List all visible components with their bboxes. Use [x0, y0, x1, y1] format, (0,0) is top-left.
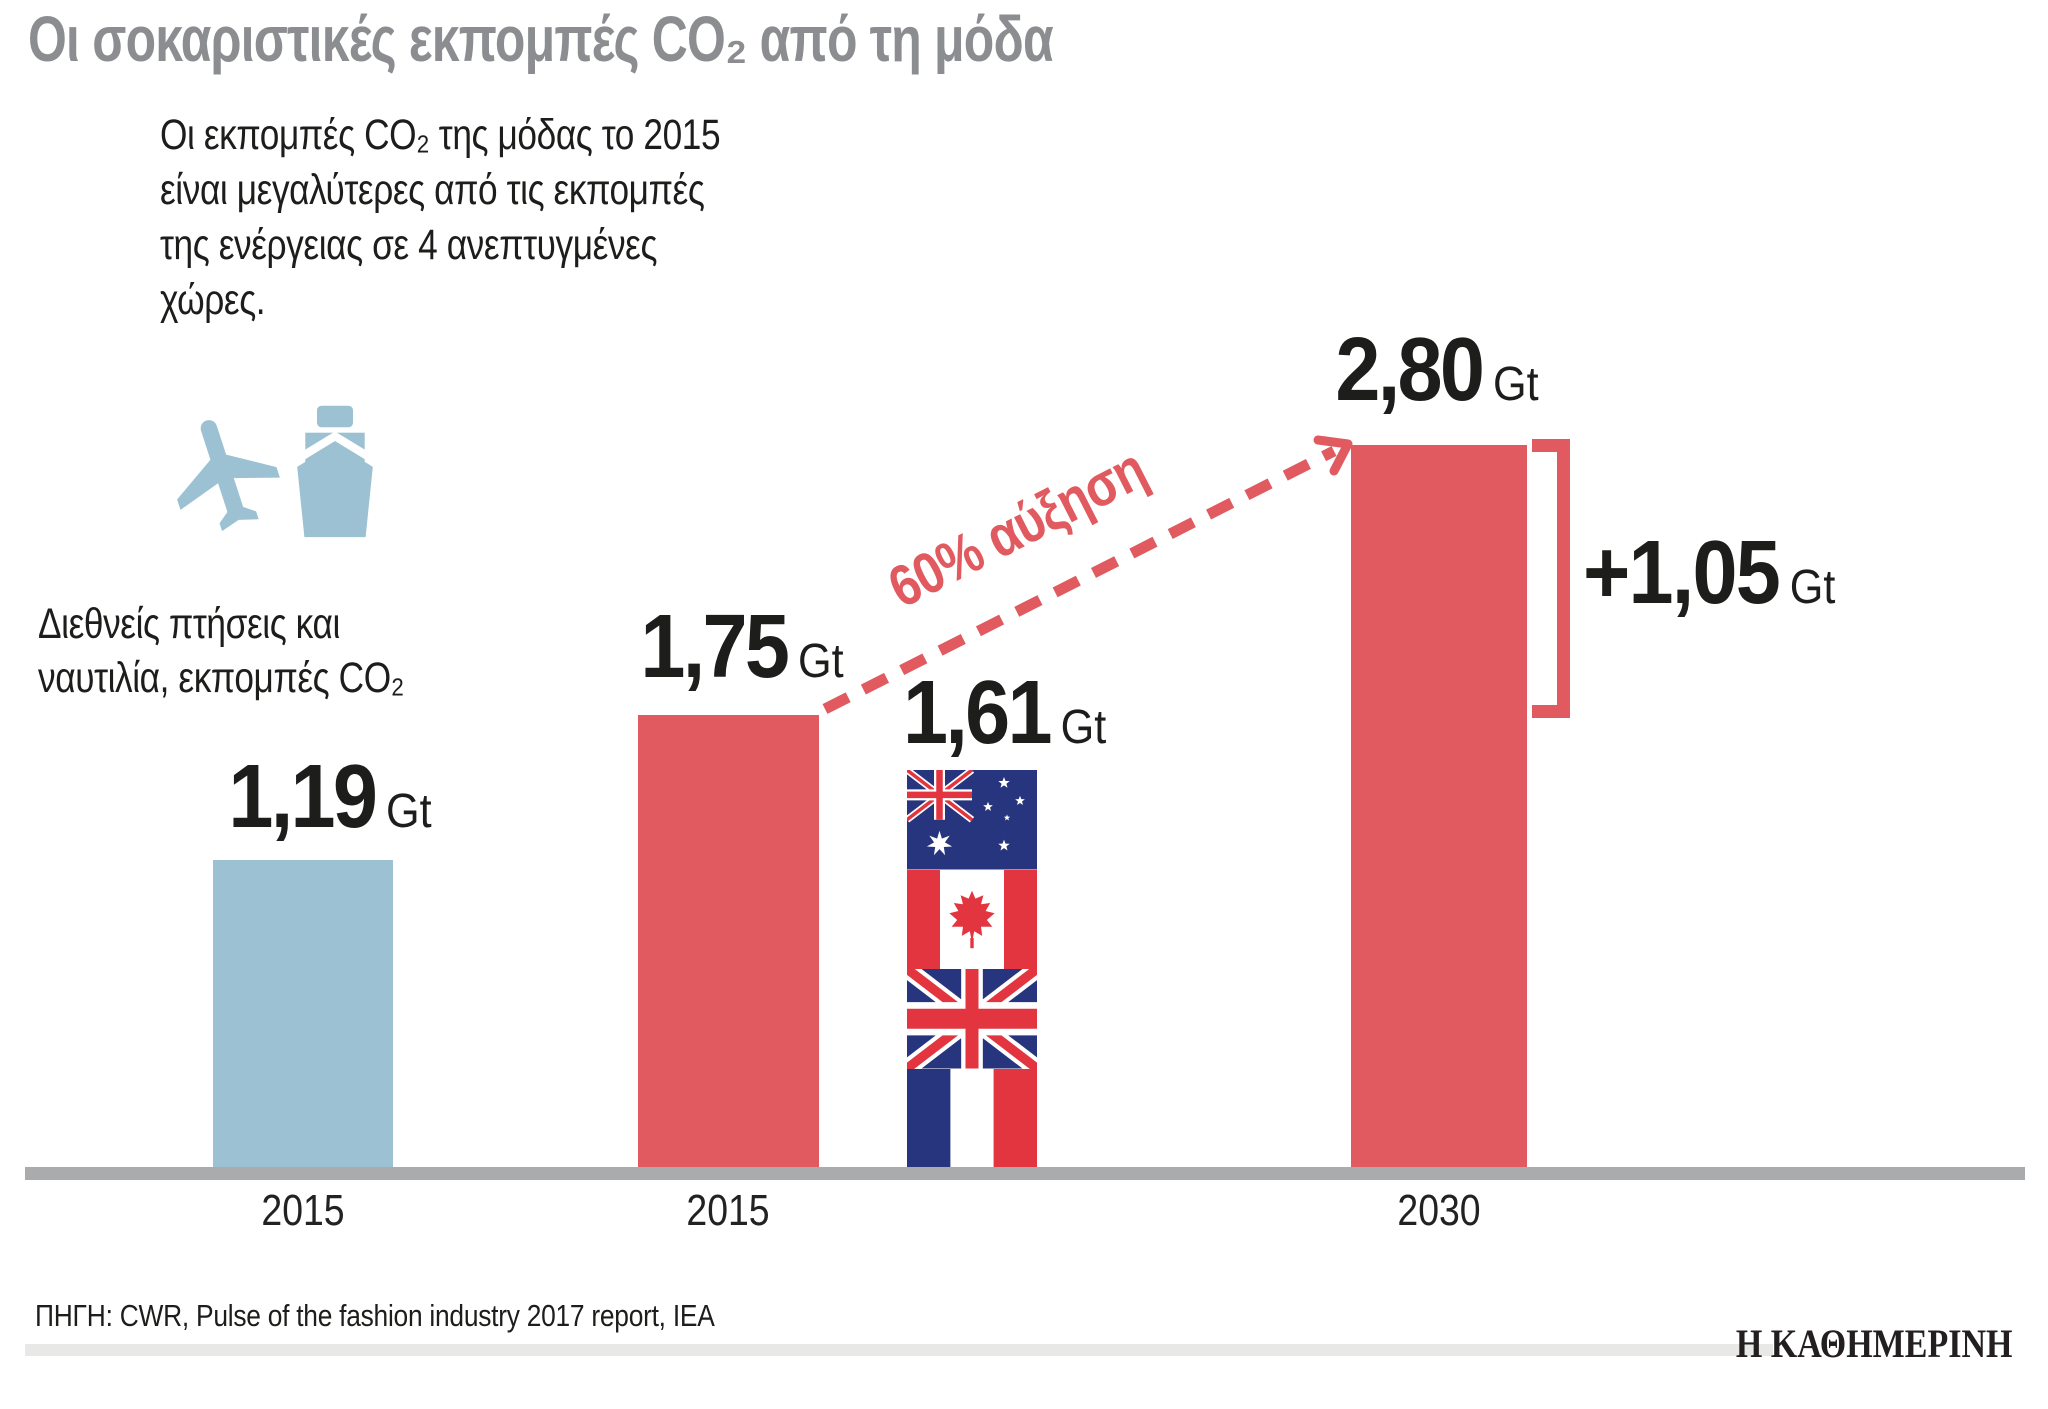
bar-fashion-2015 — [638, 715, 819, 1168]
legend-label: Διεθνείς πτήσεις και ναυτιλία, εκπομπές … — [38, 600, 405, 702]
page-title: Οι σοκαριστικές εκπομπές CO₂ από τη μόδα — [28, 3, 1054, 75]
value-number: 2,80 — [1335, 320, 1485, 420]
tick-2015-b: 2015 — [686, 1186, 770, 1235]
value-label-fashion-2030: 2,80 Gt — [1257, 325, 1617, 415]
bar-fashion-2030 — [1351, 445, 1527, 1168]
value-unit: Gt — [1493, 358, 1539, 411]
legend-icons — [160, 398, 400, 558]
value-label-energy-countries: 1,61 Gt — [903, 668, 1263, 758]
value-number: 1,19 — [228, 747, 378, 847]
value-number: 1,75 — [640, 597, 790, 697]
ship-icon — [291, 405, 379, 538]
kathimerini-logo: Η ΚΑΘΗΜΕΡΙΝΗ — [1735, 1321, 2012, 1366]
value-number: 1,61 — [903, 663, 1053, 763]
delta-unit: Gt — [1789, 561, 1836, 614]
intro-text: Οι εκπομπές CO₂ της μόδας το 2015 είναι … — [160, 111, 721, 325]
tick-2030: 2030 — [1397, 1186, 1481, 1235]
value-label-aviation: 1,19 Gt — [150, 752, 510, 842]
x-axis — [25, 1167, 2025, 1180]
value-unit: Gt — [798, 635, 844, 688]
delta-number: +1,05 — [1583, 523, 1781, 623]
tick-2015-a: 2015 — [261, 1186, 345, 1235]
footer-divider — [25, 1344, 1773, 1356]
flag-australia-icon — [907, 770, 1037, 870]
airplane-icon — [177, 420, 280, 532]
flag-france-icon — [907, 1068, 1037, 1168]
delta-bracket — [1532, 439, 1570, 718]
source-text: ΠΗΓΗ: CWR, Pulse of the fashion industry… — [35, 1298, 715, 1333]
flag-uk-icon — [907, 969, 1037, 1069]
flag-canada-icon — [907, 869, 1037, 969]
increase-annotation: 60% αύξηση — [878, 435, 1157, 621]
value-label-fashion-2015: 1,75 Gt — [562, 602, 922, 692]
bar-aviation-shipping-2015 — [213, 860, 393, 1168]
value-unit: Gt — [1060, 701, 1107, 754]
delta-label: +1,05 Gt — [1583, 528, 1943, 618]
bar-energy-four-countries — [907, 770, 1037, 1168]
value-unit: Gt — [386, 785, 432, 838]
